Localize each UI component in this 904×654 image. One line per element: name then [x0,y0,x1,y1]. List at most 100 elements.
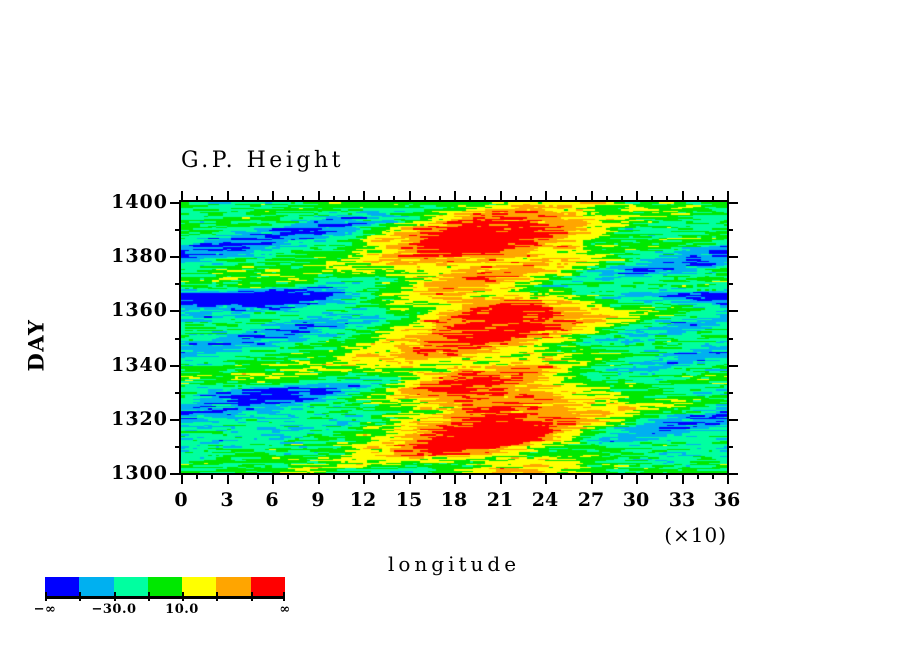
x-axis-scale-note: (×10) [664,523,727,547]
x-minor-tick-top [348,196,350,202]
colorbar-label: −30.0 [91,602,137,617]
y-minor-tick [175,392,181,394]
x-tick-label: 27 [577,489,605,511]
x-major-tick-top [272,191,274,202]
x-major-tick [181,473,183,484]
x-minor-tick [211,473,213,479]
colorbar-segment-yellow[interactable] [182,577,217,596]
x-minor-tick [302,473,304,479]
y-major-tick [170,256,181,258]
x-minor-tick-top [393,196,395,202]
x-minor-tick [393,473,395,479]
x-minor-tick-top [560,196,562,202]
x-major-tick [454,473,456,484]
x-major-tick-top [636,191,638,202]
y-major-tick-right [727,419,738,421]
colorbar-label: ∞ [279,602,291,617]
x-minor-tick [651,473,653,479]
x-axis-title: longitude [387,552,521,576]
y-minor-tick-right [727,229,733,231]
colorbar-label: −∞ [33,602,57,617]
x-tick-label: 9 [311,489,325,511]
y-tick-label: 1380 [111,245,168,267]
y-major-tick-right [727,310,738,312]
x-major-tick-top [454,191,456,202]
x-minor-tick [196,473,198,479]
colorbar-segment-spring-green[interactable] [113,577,148,596]
y-major-tick-right [727,365,738,367]
colorbar[interactable] [45,577,285,596]
y-tick-label: 1320 [111,408,168,430]
x-minor-tick [621,473,623,479]
x-major-tick [636,473,638,484]
x-minor-tick-top [621,196,623,202]
x-minor-tick [515,473,517,479]
x-minor-tick [287,473,289,479]
y-tick-label: 1400 [111,191,168,213]
x-major-tick-top [682,191,684,202]
x-minor-tick [469,473,471,479]
x-minor-tick-top [287,196,289,202]
x-major-tick [409,473,411,484]
x-minor-tick-top [196,196,198,202]
x-minor-tick [712,473,714,479]
x-minor-tick [666,473,668,479]
x-minor-tick-top [666,196,668,202]
x-major-tick-top [545,191,547,202]
x-major-tick [682,473,684,484]
y-major-tick-right [727,473,738,475]
page-title: G.P. Height [181,148,344,173]
y-minor-tick [175,283,181,285]
x-tick-label: 30 [622,489,650,511]
x-tick-label: 6 [265,489,279,511]
x-minor-tick-top [211,196,213,202]
x-major-tick [545,473,547,484]
x-minor-tick-top [606,196,608,202]
y-major-tick [170,310,181,312]
x-tick-label: 0 [174,489,188,511]
x-minor-tick-top [484,196,486,202]
x-minor-tick-top [530,196,532,202]
colorbar-segment-green[interactable] [147,577,183,596]
x-minor-tick [333,473,335,479]
x-minor-tick [606,473,608,479]
x-minor-tick-top [333,196,335,202]
colorbar-segment-orange[interactable] [216,577,251,596]
colorbar-segment-red[interactable] [250,577,285,596]
x-minor-tick-top [469,196,471,202]
y-major-tick [170,473,181,475]
x-tick-label: 3 [220,489,234,511]
colorbar-segment-blue[interactable] [45,577,80,596]
x-major-tick [227,473,229,484]
heatmap-canvas[interactable] [181,202,727,473]
x-major-tick [318,473,320,484]
x-minor-tick [439,473,441,479]
x-tick-label: 24 [531,489,559,511]
y-minor-tick-right [727,338,733,340]
x-major-tick [363,473,365,484]
y-major-tick [170,365,181,367]
x-minor-tick [484,473,486,479]
colorbar-baseline [45,596,285,599]
y-tick-label: 1360 [111,299,168,321]
x-major-tick [500,473,502,484]
y-major-tick-right [727,202,738,204]
x-minor-tick [348,473,350,479]
x-minor-tick-top [439,196,441,202]
colorbar-segment-light-blue[interactable] [79,577,114,596]
y-major-tick-right [727,256,738,258]
x-minor-tick-top [515,196,517,202]
x-minor-tick-top [378,196,380,202]
heatmap-plot-area[interactable] [181,202,727,473]
x-major-tick-top [363,191,365,202]
x-major-tick [727,473,729,484]
y-minor-tick [175,446,181,448]
x-major-tick-top [727,191,729,202]
x-minor-tick-top [697,196,699,202]
x-major-tick [591,473,593,484]
x-minor-tick [257,473,259,479]
x-minor-tick [530,473,532,479]
x-tick-label: 18 [440,489,468,511]
x-tick-label: 33 [668,489,696,511]
x-tick-label: 12 [349,489,377,511]
